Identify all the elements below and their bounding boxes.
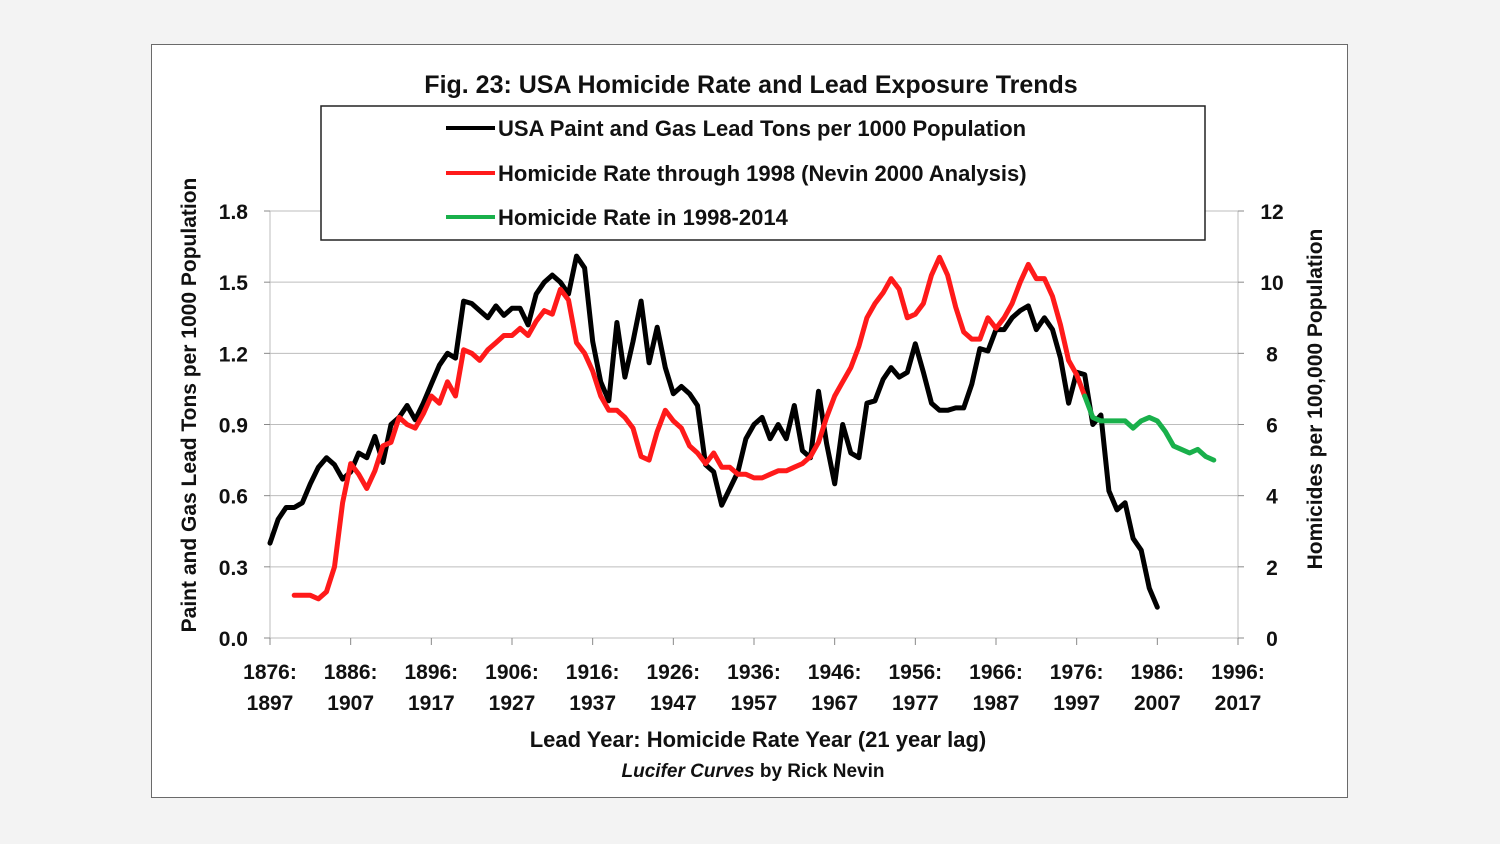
y-axis-left: 0.0 0.3 0.6 0.9 1.2 1.5 1.8 [219, 201, 270, 651]
credit-rest: by Rick Nevin [755, 761, 885, 782]
x-tick-label-homicide: 1987 [973, 692, 1020, 715]
y-axis-left-label: Paint and Gas Lead Tons per 1000 Populat… [178, 178, 201, 633]
x-tick-label-homicide: 2017 [1215, 692, 1262, 715]
x-tick-label-lead: 1986: [1130, 661, 1184, 684]
x-tick-label-homicide: 2007 [1134, 692, 1181, 715]
x-tick-label-lead: 1996: [1211, 661, 1265, 684]
x-tick-label-homicide: 1937 [569, 692, 616, 715]
y-left-tick-label: 0.0 [219, 628, 248, 651]
series-layer [267, 253, 1217, 610]
chart-svg: Fig. 23: USA Homicide Rate and Lead Expo… [178, 71, 1327, 782]
chart-frame: Fig. 23: USA Homicide Rate and Lead Expo… [151, 44, 1348, 798]
x-tick-label-lead: 1906: [485, 661, 539, 684]
x-tick-label-homicide: 1927 [489, 692, 536, 715]
y-left-tick-label: 1.5 [219, 272, 249, 295]
y-right-tick-label: 0 [1266, 628, 1278, 651]
x-tick-label-lead: 1966: [969, 661, 1023, 684]
series-line-lead-tons [267, 253, 1160, 610]
y-left-tick-label: 0.6 [219, 486, 248, 509]
series-line-homicide-nevin [291, 254, 1088, 602]
y-right-tick-label: 10 [1260, 272, 1283, 295]
credit-italic: Lucifer Curves [622, 761, 755, 782]
y-right-tick-label: 2 [1266, 557, 1278, 580]
x-axis: 1876: 1897 1886: 1907 1896: 1917 1906: 1927 1916… [243, 638, 1265, 715]
x-tick-label-lead: 1946: [808, 661, 862, 684]
y-right-tick-label: 8 [1266, 343, 1278, 366]
chart-title: Fig. 23: USA Homicide Rate and Lead Expo… [424, 71, 1077, 99]
legend-label-homicide-nevin: Homicide Rate through 1998 (Nevin 2000 A… [498, 161, 1027, 186]
x-tick-label-homicide: 1977 [892, 692, 939, 715]
y-left-tick-label: 1.2 [219, 343, 248, 366]
y-left-tick-label: 0.9 [219, 415, 248, 438]
x-tick-label-lead: 1976: [1050, 661, 1104, 684]
x-axis-label: Lead Year: Homicide Rate Year (21 year l… [530, 727, 987, 752]
y-axis-right-label: Homicides per 100,000 Population [1304, 229, 1327, 570]
x-tick-label-lead: 1936: [727, 661, 781, 684]
x-tick-label-lead: 1886: [324, 661, 378, 684]
x-tick-label-lead: 1896: [404, 661, 458, 684]
y-right-tick-label: 6 [1266, 415, 1278, 438]
x-tick-label-homicide: 1917 [408, 692, 455, 715]
x-tick-label-homicide: 1957 [731, 692, 778, 715]
x-tick-label-homicide: 1897 [247, 692, 294, 715]
legend: USA Paint and Gas Lead Tons per 1000 Pop… [320, 105, 1206, 241]
x-tick-label-homicide: 1997 [1053, 692, 1100, 715]
y-axis-right: 0 2 4 6 8 10 12 [1238, 201, 1284, 651]
legend-label-homicide-recent: Homicide Rate in 1998-2014 [498, 205, 789, 230]
credit-line: Lucifer Curves by Rick Nevin [622, 761, 885, 782]
y-left-tick-label: 1.8 [219, 201, 249, 224]
y-right-tick-label: 12 [1260, 201, 1283, 224]
x-tick-label-lead: 1956: [888, 661, 942, 684]
y-left-tick-label: 0.3 [219, 557, 248, 580]
legend-label-lead: USA Paint and Gas Lead Tons per 1000 Pop… [498, 116, 1026, 141]
x-tick-label-homicide: 1967 [811, 692, 858, 715]
x-tick-label-lead: 1876: [243, 661, 297, 684]
x-tick-label-lead: 1926: [646, 661, 700, 684]
series-line-homicide-recent [1082, 393, 1217, 463]
gridlines [270, 210, 1238, 568]
x-tick-label-lead: 1916: [566, 661, 620, 684]
y-right-tick-label: 4 [1266, 486, 1278, 509]
x-tick-label-homicide: 1947 [650, 692, 697, 715]
x-tick-label-homicide: 1907 [327, 692, 374, 715]
